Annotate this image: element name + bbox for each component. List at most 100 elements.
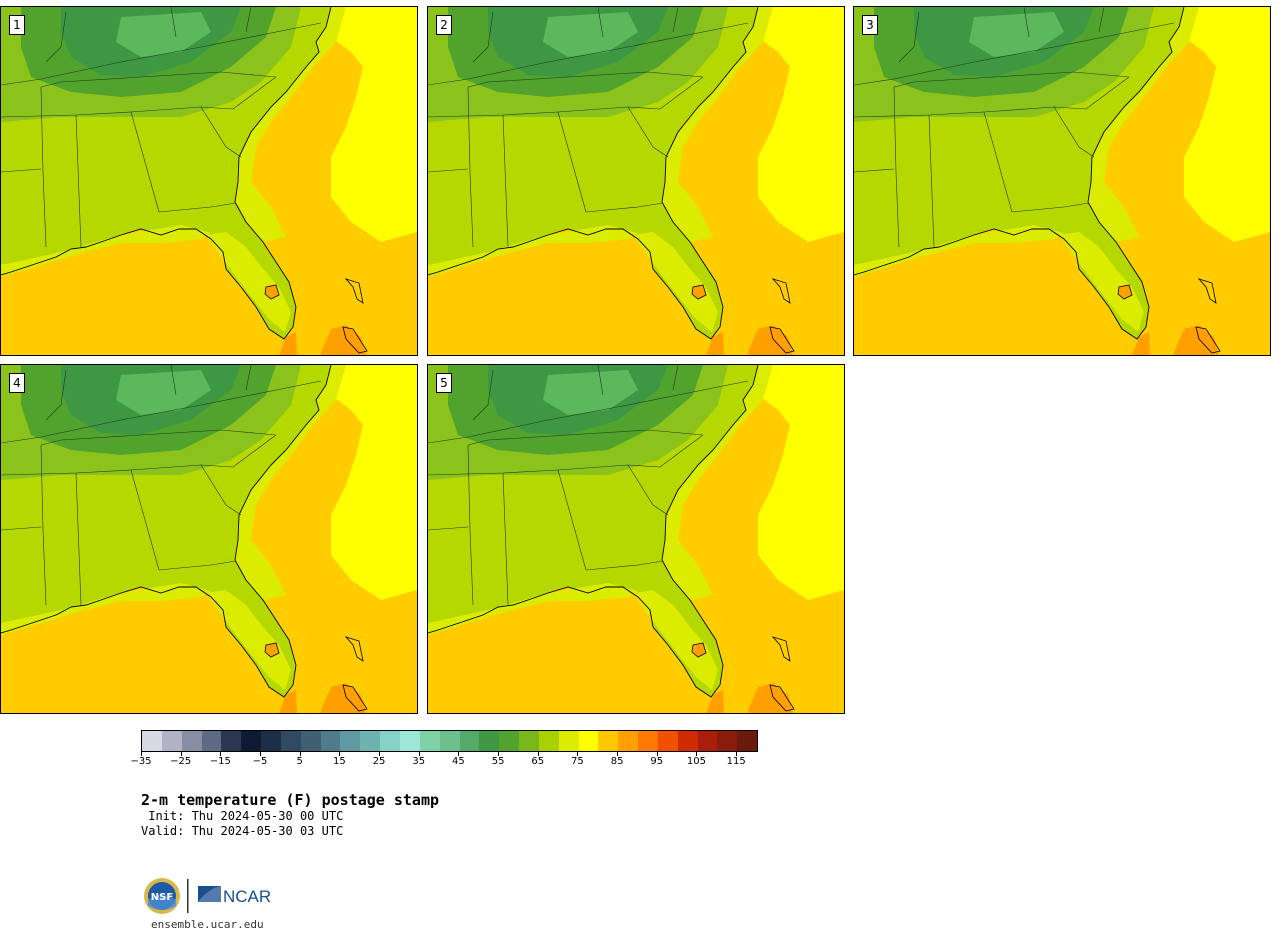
state-boundary xyxy=(467,71,704,88)
state-boundary xyxy=(983,111,1013,213)
colorbar-tick xyxy=(696,751,698,756)
state-boundary xyxy=(75,114,82,248)
coastline xyxy=(854,7,1185,340)
state-boundary xyxy=(130,434,277,471)
colorbar-tick-label: 25 xyxy=(372,756,386,767)
colorbar-segment xyxy=(360,731,381,751)
state-boundary xyxy=(170,7,177,38)
island-outline xyxy=(342,684,368,712)
warm-water-patch xyxy=(1132,332,1150,355)
colorbar-tick-label: 75 xyxy=(571,756,584,767)
mountain-temperature-zone xyxy=(543,370,638,415)
colorbar-tick xyxy=(299,751,301,756)
state-boundary xyxy=(597,365,604,396)
florida-warm-zone xyxy=(633,590,718,690)
state-boundary xyxy=(130,76,277,113)
stamp-number: 2 xyxy=(436,15,452,35)
state-boundary xyxy=(597,7,604,38)
lake-outline xyxy=(691,642,707,658)
colorbar-segment xyxy=(558,731,579,751)
state-boundary xyxy=(502,472,509,606)
island-outline xyxy=(342,326,368,354)
cool-water-area xyxy=(1184,7,1270,242)
state-boundary xyxy=(472,369,494,421)
florida-warm-zone xyxy=(633,232,718,332)
colorbar-segment xyxy=(261,731,281,751)
colorbar-tick xyxy=(736,751,738,756)
colorbar-tick-label: 115 xyxy=(726,756,746,767)
florida-warm-zone xyxy=(206,590,291,690)
colorbar-tick-label: 45 xyxy=(452,756,465,767)
stamp-map xyxy=(1,7,417,355)
stamp-panel-1: 1 xyxy=(0,6,418,356)
figure-title: 2-m temperature (F) postage stamp xyxy=(141,791,440,809)
stamp-panel-2: 2 xyxy=(427,6,845,356)
colorbar-segment xyxy=(638,731,658,751)
svg-text:NCAR: NCAR xyxy=(223,887,271,906)
state-boundary xyxy=(40,444,47,606)
state-boundary xyxy=(472,11,494,63)
state-boundary xyxy=(557,434,704,471)
island-outline xyxy=(1195,326,1221,354)
colorbar-segment xyxy=(519,731,539,751)
warm-water-patch xyxy=(748,683,793,713)
colorbar-tick-label: 55 xyxy=(491,756,505,767)
colorbar-segment xyxy=(300,731,321,751)
lake-outline xyxy=(1117,284,1133,300)
state-boundary xyxy=(428,22,749,86)
state-boundary xyxy=(245,7,252,33)
florida-warm-zone xyxy=(206,232,291,332)
stamp-number: 1 xyxy=(9,15,25,35)
colorbar-tick-label: 15 xyxy=(333,756,346,767)
state-boundary xyxy=(428,526,469,531)
mountain-temperature-zone xyxy=(116,370,211,415)
warm-water-patch xyxy=(279,690,297,713)
colorbar-segment xyxy=(419,731,440,751)
colorbar-tick-label: 5 xyxy=(296,756,303,767)
state-boundary xyxy=(40,86,47,248)
coastline xyxy=(1,7,332,340)
state-boundary xyxy=(1,168,42,173)
colorbar-tick xyxy=(220,751,222,756)
colorbar-segment xyxy=(479,731,500,751)
colorbar-tick-label: −5 xyxy=(252,756,268,767)
state-boundary xyxy=(200,464,242,516)
colorbar-tick-label: 85 xyxy=(610,756,624,767)
colorbar-tick xyxy=(498,751,500,756)
colorbar-segment xyxy=(380,731,400,751)
state-boundary xyxy=(557,76,704,113)
stamp-number: 3 xyxy=(862,15,878,35)
colorbar-segment xyxy=(459,731,480,751)
state-boundary xyxy=(627,106,669,158)
colorbar-tick-label: −35 xyxy=(130,756,152,767)
gulf-coast-warm-zone xyxy=(428,583,638,635)
state-boundary xyxy=(1,526,42,531)
mountain-temperature-zone xyxy=(969,12,1064,57)
init-time: Init: Thu 2024-05-30 00 UTC xyxy=(141,809,344,823)
lake-outline xyxy=(691,284,707,300)
lake-outline xyxy=(264,642,280,658)
gulf-coast-warm-zone xyxy=(428,225,638,277)
cool-water-area xyxy=(331,7,417,242)
island-outline xyxy=(769,326,795,354)
temperature-colorbar xyxy=(141,730,758,752)
state-boundary xyxy=(467,429,704,446)
lake-outline xyxy=(264,284,280,300)
state-boundary xyxy=(672,365,679,391)
state-boundary xyxy=(45,369,67,421)
colorbar-segment xyxy=(340,731,361,751)
state-boundary xyxy=(158,202,237,213)
state-boundary xyxy=(40,429,277,446)
state-boundary xyxy=(557,111,587,213)
state-boundary xyxy=(1011,202,1090,213)
state-boundary xyxy=(1098,7,1105,33)
colorbar-tick xyxy=(656,751,658,756)
state-boundary xyxy=(1,380,322,444)
colorbar-segment xyxy=(657,731,678,751)
colorbar-segment xyxy=(677,731,698,751)
state-boundary xyxy=(1023,7,1030,38)
colorbar-segment xyxy=(499,731,520,751)
state-boundary xyxy=(854,22,1175,86)
colorbar-segment xyxy=(538,731,559,751)
state-boundary xyxy=(1,22,322,86)
